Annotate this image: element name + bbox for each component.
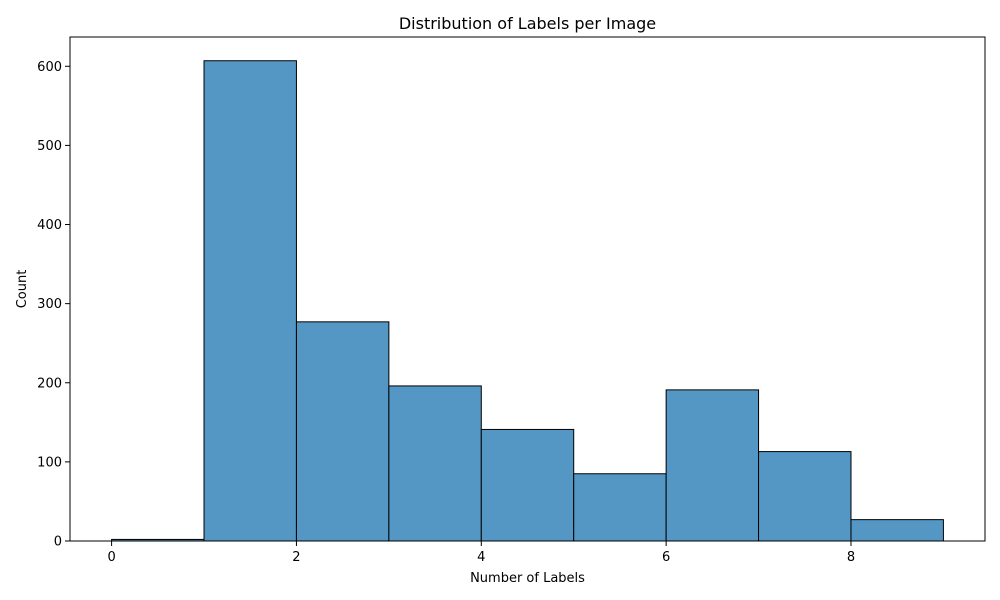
chart-title: Distribution of Labels per Image [399, 14, 656, 33]
y-axis-ticks: 0 100 200 300 400 500 600 [37, 60, 70, 550]
x-tick-label: 0 [107, 550, 115, 565]
x-tick-label: 8 [847, 550, 855, 565]
y-axis-label: Count [15, 270, 30, 309]
histogram-bar-6 [665, 389, 760, 542]
histogram-bar-2 [295, 321, 390, 542]
histogram-bar-4 [480, 428, 575, 542]
y-tick-label: 300 [37, 297, 62, 312]
x-tick-label: 4 [477, 550, 485, 565]
histogram-bar-3 [388, 385, 482, 542]
x-tick-label: 6 [662, 550, 670, 565]
bars-group [111, 60, 944, 542]
y-tick-label: 200 [37, 376, 62, 391]
histogram-bar-8 [850, 519, 944, 542]
x-axis-ticks: 0 2 4 6 8 [107, 541, 855, 565]
histogram-bar-5 [573, 473, 667, 542]
y-tick-label: 0 [54, 535, 62, 550]
histogram-bar-7 [758, 451, 852, 542]
y-tick-label: 400 [37, 218, 62, 233]
histogram-bar-1 [203, 60, 297, 542]
y-tick-label: 600 [37, 60, 62, 75]
y-tick-label: 500 [37, 139, 62, 154]
plot-frame [69, 36, 986, 542]
x-axis-label: Number of Labels [470, 571, 585, 586]
y-tick-label: 100 [37, 455, 62, 470]
x-tick-label: 2 [292, 550, 300, 565]
